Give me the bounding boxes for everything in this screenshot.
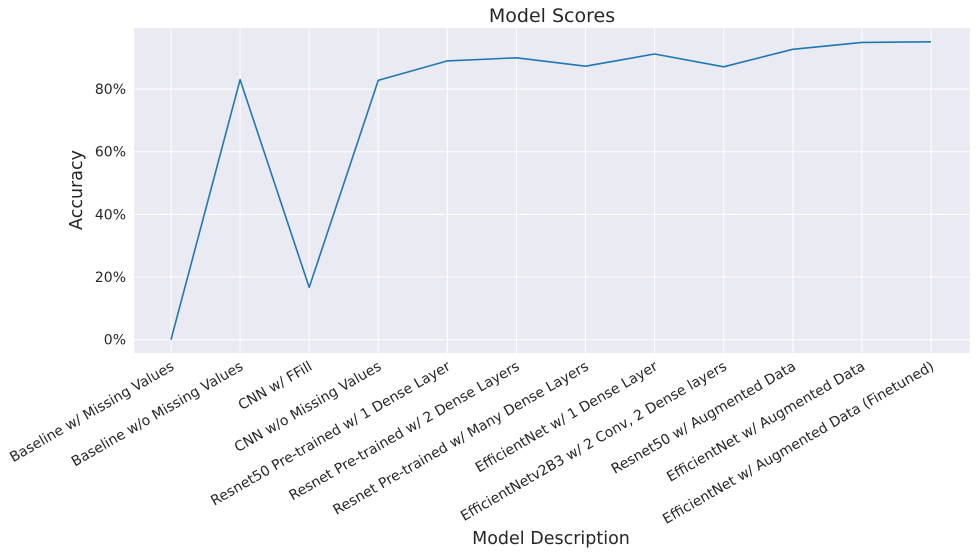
chart-title: Model Scores — [489, 5, 615, 27]
y-tick-label: 0% — [104, 333, 126, 349]
y-tick-label: 60% — [95, 145, 126, 161]
x-axis-label: Model Description — [472, 529, 630, 549]
y-axis-label: Accuracy — [67, 150, 87, 230]
accuracy-series-line — [170, 41, 932, 340]
y-tick-label: 40% — [95, 207, 126, 223]
y-tick-label: 20% — [95, 270, 126, 286]
plot-area — [134, 28, 970, 353]
x-gridlines — [170, 28, 932, 353]
y-tick-label: 80% — [95, 82, 126, 98]
y-gridlines — [134, 88, 970, 341]
x-tick-label: Resnet Pre-trained w/ Many Dense Layers — [331, 359, 592, 519]
y-axis-ticks: 0% 20% 40% 60% 80% — [95, 82, 126, 349]
